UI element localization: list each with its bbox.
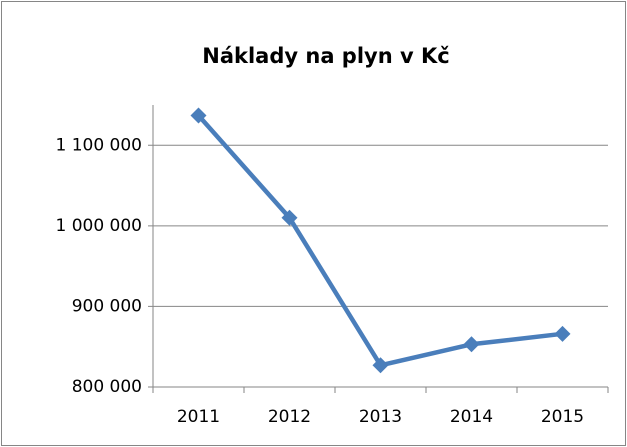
point-marker: [190, 107, 207, 124]
x-tick-label: 2012: [268, 407, 311, 427]
point-marker: [463, 336, 480, 353]
y-tick-label: 800 000: [72, 377, 142, 397]
point-marker: [372, 357, 389, 374]
y-tick-label: 1 000 000: [55, 216, 142, 236]
x-tick-label: 2011: [177, 407, 220, 427]
y-tick-label: 1 100 000: [55, 135, 142, 155]
chart-title: Náklady na plyn v Kč: [202, 44, 449, 68]
x-tick-label: 2014: [450, 407, 493, 427]
x-tick-label: 2013: [359, 407, 402, 427]
y-tick-label: 900 000: [72, 296, 142, 316]
point-marker: [281, 209, 298, 226]
x-tick-label: 2015: [541, 407, 584, 427]
point-marker: [554, 325, 571, 342]
